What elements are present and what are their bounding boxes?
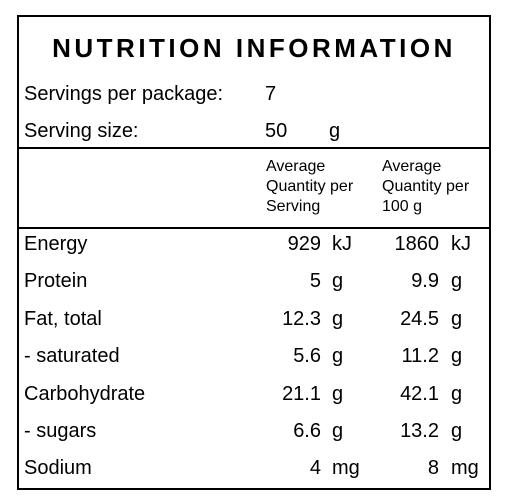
nutrient-label: Energy: [24, 233, 88, 255]
servings-value: 7: [265, 83, 277, 105]
nutrient-label: - saturated: [24, 345, 120, 367]
column-header-per-serving: Average Quantity per Serving: [266, 157, 353, 217]
nutrient-label: Carbohydrate: [24, 383, 146, 405]
per-100g-unit: g: [451, 308, 463, 330]
per-serving-value: 5.6: [293, 345, 321, 367]
nutrient-label: Sodium: [24, 457, 92, 479]
per-serving-unit: mg: [332, 457, 360, 479]
per-serving-unit: g: [332, 383, 344, 405]
per-serving-unit: g: [332, 345, 344, 367]
per-serving-unit: g: [332, 420, 344, 442]
serving-size-unit: g: [329, 120, 341, 142]
column-header-line: 100 g: [382, 198, 423, 215]
per-serving-value: 12.3: [282, 308, 321, 330]
per-serving-value: 21.1: [282, 383, 321, 405]
serving-size-value: 50: [265, 120, 288, 142]
serving-size-label: Serving size:: [24, 120, 139, 142]
per-100g-unit: g: [451, 420, 463, 442]
nutrient-label: Protein: [24, 270, 88, 292]
per-serving-unit: g: [332, 270, 344, 292]
servings-label: Servings per package:: [24, 83, 224, 105]
per-100g-value: 8: [427, 457, 439, 479]
divider-top: [19, 147, 489, 149]
per-100g-value: 42.1: [400, 383, 439, 405]
per-serving-value: 929: [287, 233, 321, 255]
per-100g-value: 13.2: [400, 420, 439, 442]
column-header-line: Serving: [266, 198, 321, 215]
per-100g-unit: g: [451, 345, 463, 367]
nutrition-panel: NUTRITION INFORMATION Servings per packa…: [17, 15, 491, 490]
per-serving-value: 5: [309, 270, 321, 292]
nutrient-label: - sugars: [24, 420, 97, 442]
column-header-line: Average: [382, 158, 442, 175]
per-serving-unit: g: [332, 308, 344, 330]
per-100g-value: 24.5: [400, 308, 439, 330]
per-serving-value: 6.6: [293, 420, 321, 442]
divider-header: [19, 227, 489, 229]
per-serving-unit: kJ: [332, 233, 352, 255]
per-100g-value: 11.2: [401, 345, 439, 367]
per-100g-unit: g: [451, 270, 463, 292]
per-100g-unit: mg: [451, 457, 479, 479]
column-header-per-100g: Average Quantity per 100 g: [382, 157, 469, 217]
column-header-line: Average: [266, 158, 326, 175]
column-header-line: Quantity per: [382, 178, 470, 195]
per-100g-unit: kJ: [451, 233, 471, 255]
per-100g-value: 9.9: [411, 270, 439, 292]
per-100g-value: 1860: [394, 233, 440, 255]
panel-title: NUTRITION INFORMATION: [52, 33, 456, 63]
nutrient-label: Fat, total: [24, 308, 102, 330]
per-100g-unit: g: [451, 383, 463, 405]
per-serving-value: 4: [309, 457, 321, 479]
column-header-line: Quantity per: [266, 178, 354, 195]
